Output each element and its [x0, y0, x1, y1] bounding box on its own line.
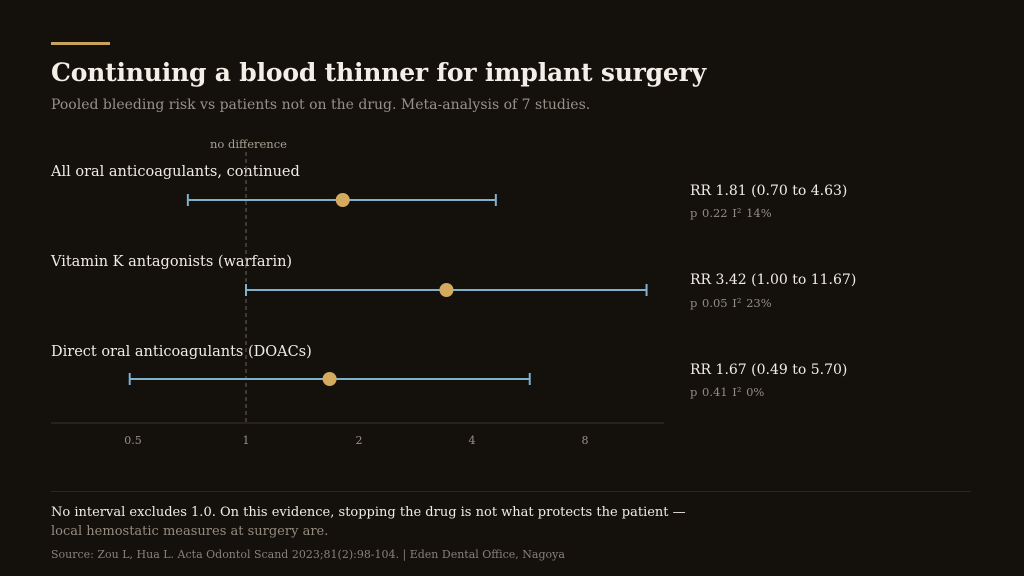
- conclusion-line-1: No interval excludes 1.0. On this eviden…: [51, 505, 686, 520]
- point-estimate: [335, 193, 350, 207]
- chart-subtitle: Pooled bleeding risk vs patients not on …: [51, 97, 591, 113]
- footer-divider: [51, 491, 971, 492]
- accent-rule: [51, 42, 110, 45]
- row-stat-vitamin-k-antagonists: RR 3.42 (1.00 to 11.67): [690, 272, 857, 288]
- x-tick-label: 1: [243, 434, 250, 447]
- row-stat-doacs: RR 1.67 (0.49 to 5.70): [690, 362, 848, 378]
- reference-line-label: no difference: [210, 137, 287, 151]
- x-tick-label: 8: [582, 434, 589, 447]
- row-label-all-oral-anticoagulants: All oral anticoagulants, continued: [51, 164, 300, 180]
- row-stat-all-oral-anticoagulants: RR 1.81 (0.70 to 4.63): [690, 183, 848, 199]
- x-tick-label: 2: [356, 434, 363, 447]
- row-sub-all-oral-anticoagulants: p 0.22 I² 14%: [690, 206, 772, 220]
- source-citation: Source: Zou L, Hua L. Acta Odontol Scand…: [51, 548, 565, 561]
- point-estimate: [439, 283, 454, 297]
- row-sub-vitamin-k-antagonists: p 0.05 I² 23%: [690, 296, 772, 310]
- x-tick-label: 4: [469, 434, 476, 447]
- point-estimate: [322, 372, 337, 386]
- row-label-vitamin-k-antagonists: Vitamin K antagonists (warfarin): [51, 254, 293, 270]
- conclusion-line-2: local hemostatic measures at surgery are…: [51, 524, 329, 539]
- row-sub-doacs: p 0.41 I² 0%: [690, 385, 765, 399]
- row-label-doacs: Direct oral anticoagulants (DOACs): [51, 344, 312, 360]
- x-tick-label: 0.5: [124, 434, 142, 447]
- chart-title: Continuing a blood thinner for implant s…: [51, 58, 706, 87]
